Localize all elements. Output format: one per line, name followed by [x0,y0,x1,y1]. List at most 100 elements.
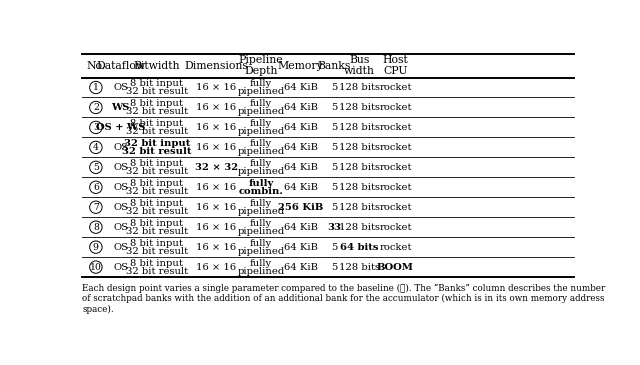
Text: Bitwidth: Bitwidth [134,61,180,70]
Text: pipelined: pipelined [237,107,285,116]
Text: pipelined: pipelined [237,247,285,255]
Text: pipelined: pipelined [237,147,285,156]
Text: OS: OS [113,223,128,232]
Text: fully: fully [250,99,272,108]
Text: 5: 5 [331,203,337,212]
Text: combin.: combin. [239,187,284,196]
Text: OS: OS [113,143,128,152]
Text: WS: WS [111,103,130,112]
Text: Dimensions: Dimensions [184,61,248,70]
Text: 128 bits: 128 bits [339,163,380,172]
Text: 10: 10 [90,262,102,272]
Text: 128 bits: 128 bits [339,223,380,232]
Text: 128 bits: 128 bits [339,123,380,132]
Text: OS + WS: OS + WS [96,123,145,132]
Text: fully: fully [250,79,272,88]
Text: 5: 5 [331,243,337,251]
Text: 32 bit result: 32 bit result [126,207,188,216]
Text: rocket: rocket [380,163,412,172]
Text: 5: 5 [331,143,337,152]
Text: 16 × 16: 16 × 16 [196,103,236,112]
Text: Memory: Memory [278,61,324,70]
Text: BOOM: BOOM [377,262,414,272]
Text: 16 × 16: 16 × 16 [196,123,236,132]
Text: rocket: rocket [380,243,412,251]
Text: 64 KiB: 64 KiB [284,262,317,272]
Text: 64 KiB: 64 KiB [284,123,317,132]
Text: 128 bits: 128 bits [339,143,380,152]
Text: 4: 4 [93,143,99,152]
Text: 33: 33 [327,223,341,232]
Text: 8 bit input: 8 bit input [131,79,183,88]
Text: Host
CPU: Host CPU [383,55,408,76]
Text: 8 bit input: 8 bit input [131,159,183,168]
Text: 16 × 16: 16 × 16 [196,243,236,251]
Text: 8 bit input: 8 bit input [131,219,183,228]
Text: 8 bit input: 8 bit input [131,239,183,248]
Text: 32 bit result: 32 bit result [126,167,188,176]
Text: 32 bit result: 32 bit result [126,187,188,196]
Text: 64 KiB: 64 KiB [284,163,317,172]
Text: 16 × 16: 16 × 16 [196,83,236,92]
Text: fully: fully [250,139,272,148]
Text: 5: 5 [331,183,337,192]
Text: 64 KiB: 64 KiB [284,83,317,92]
Text: pipelined: pipelined [237,227,285,236]
Text: pipelined: pipelined [237,167,285,176]
Text: 128 bits: 128 bits [339,262,380,272]
Text: 16 × 16: 16 × 16 [196,183,236,192]
Text: Each design point varies a single parameter compared to the baseline (①). The “B: Each design point varies a single parame… [83,283,605,293]
Text: 32 bit result: 32 bit result [126,247,188,255]
Text: fully: fully [250,199,272,208]
Text: 8: 8 [93,223,99,232]
Text: fully: fully [250,119,272,128]
Text: 32 bit result: 32 bit result [126,227,188,236]
Text: 32 bit input: 32 bit input [124,139,190,148]
Text: 5: 5 [331,103,337,112]
Text: 9: 9 [93,243,99,251]
Text: rocket: rocket [380,183,412,192]
Text: pipelined: pipelined [237,87,285,96]
Text: rocket: rocket [380,103,412,112]
Text: 7: 7 [93,203,99,212]
Text: 5: 5 [331,262,337,272]
Text: pipelined: pipelined [237,207,285,216]
Text: rocket: rocket [380,123,412,132]
Text: rocket: rocket [380,83,412,92]
Text: 128 bits: 128 bits [339,83,380,92]
Text: 2: 2 [93,103,99,112]
Text: 16 × 16: 16 × 16 [196,262,236,272]
Text: 32 bit result: 32 bit result [126,107,188,116]
Text: rocket: rocket [380,203,412,212]
Text: 8 bit input: 8 bit input [131,259,183,268]
Text: fully: fully [250,259,272,268]
Text: of scratchpad banks with the addition of an additional bank for the accumulator : of scratchpad banks with the addition of… [83,294,605,303]
Text: 128 bits: 128 bits [339,103,380,112]
Text: fully: fully [248,179,274,188]
Text: 64 KiB: 64 KiB [284,243,317,251]
Text: 64 bits: 64 bits [340,243,378,251]
Text: fully: fully [250,159,272,168]
Text: 256 KiB: 256 KiB [278,203,323,212]
Text: 5: 5 [93,163,99,172]
Text: fully: fully [250,239,272,248]
Text: 6: 6 [93,183,99,192]
Text: 3: 3 [93,123,99,132]
Text: 8 bit input: 8 bit input [131,119,183,128]
Text: 16 × 16: 16 × 16 [196,143,236,152]
Text: Dataflow: Dataflow [96,61,145,70]
Text: Banks: Banks [317,61,351,70]
Text: OS: OS [113,163,128,172]
Text: No.: No. [86,61,106,70]
Text: Bus
width: Bus width [344,55,374,76]
Text: 128 bits: 128 bits [339,183,380,192]
Text: OS: OS [113,262,128,272]
Text: 32 bit result: 32 bit result [126,127,188,136]
Text: pipelined: pipelined [237,127,285,136]
Text: fully: fully [250,219,272,228]
Text: Pipeline
Depth: Pipeline Depth [239,55,284,76]
Text: 128 bits: 128 bits [339,203,380,212]
Text: rocket: rocket [380,143,412,152]
Text: OS: OS [113,243,128,251]
Text: 1: 1 [93,83,99,92]
